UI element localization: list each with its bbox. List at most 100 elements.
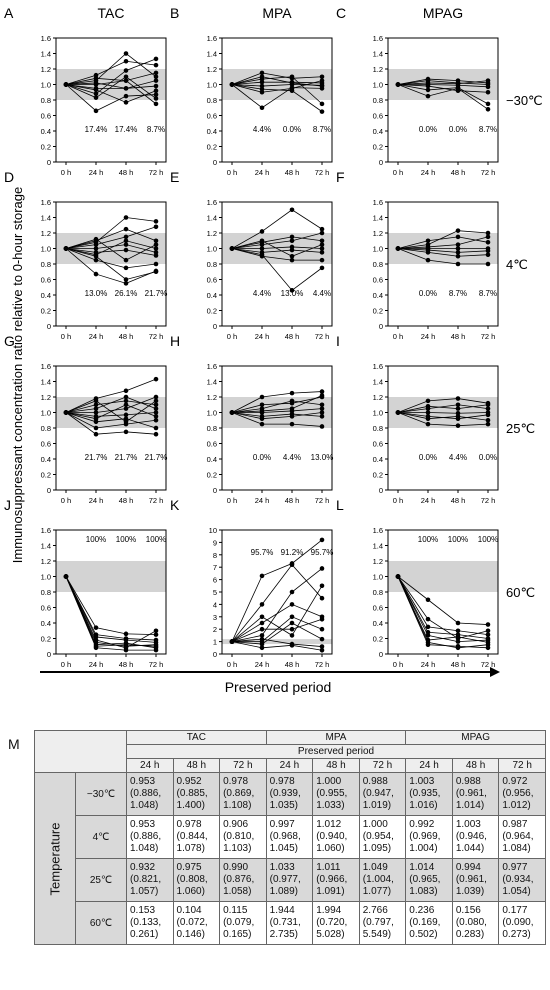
- y-tick-label: 1.0: [373, 81, 383, 90]
- table-cell: 0.997 (0.968, 1.045): [265, 815, 314, 859]
- series-line: [231, 412, 323, 417]
- data-point: [289, 207, 295, 213]
- table-row: 4℃ 0.953 (0.886, 1.048) 0.978 (0.844, 1.07…: [35, 815, 546, 859]
- data-point: [289, 602, 295, 607]
- y-tick-label: 5: [213, 588, 217, 597]
- period-header: 48 h: [451, 758, 500, 773]
- data-point: [259, 394, 265, 400]
- y-tick-label: 1.6: [207, 362, 217, 371]
- data-point: [153, 261, 159, 267]
- data-point: [289, 398, 295, 404]
- data-point: [123, 78, 129, 83]
- data-point: [455, 406, 461, 411]
- series-line: [397, 576, 489, 643]
- percent-label: 21.7%: [115, 453, 138, 462]
- data-point: [319, 101, 325, 107]
- series-line: [65, 576, 157, 636]
- y-tick-label: 0: [213, 158, 217, 167]
- data-point: [63, 246, 69, 251]
- x-tick-label: 24 h: [255, 168, 270, 177]
- table-cell: 0.978 (0.869, 1.108): [219, 772, 267, 816]
- series-line: [397, 248, 488, 265]
- x-tick-label: 0 h: [61, 660, 71, 669]
- series-line: [397, 398, 489, 413]
- data-point: [319, 410, 325, 415]
- data-point: [93, 271, 99, 277]
- data-point: [153, 83, 159, 89]
- y-tick-label: 0.8: [373, 588, 383, 597]
- series-line: [397, 576, 489, 639]
- y-tick-label: 1.2: [207, 229, 217, 238]
- series-line: [398, 84, 489, 88]
- data-point: [455, 261, 461, 267]
- data-point: [485, 240, 491, 245]
- acceptance-band: [222, 69, 332, 100]
- data-point: [153, 219, 159, 224]
- period-header: 24 h: [405, 758, 453, 773]
- x-tick-label: 72 h: [315, 332, 330, 341]
- temperature-axis-cell: Temperature: [34, 772, 76, 945]
- table-cell: 1.012 (0.940, 1.060): [312, 815, 360, 859]
- data-point: [485, 632, 491, 637]
- series-line: [397, 80, 489, 85]
- y-tick-label: 1.2: [207, 65, 217, 74]
- series-line: [398, 412, 489, 414]
- data-point: [93, 637, 99, 643]
- x-tick-label: 0 h: [393, 496, 403, 505]
- data-point: [319, 636, 325, 642]
- y-tick-label: 0.4: [41, 619, 51, 628]
- data-point: [319, 230, 325, 236]
- data-point: [123, 74, 129, 80]
- data-point: [153, 88, 159, 93]
- y-tick-label: 1.4: [373, 542, 383, 551]
- x-tick-label: 72 h: [149, 496, 164, 505]
- data-point: [455, 402, 461, 408]
- series-line: [397, 236, 489, 249]
- y-tick-label: 1.4: [41, 50, 51, 59]
- percent-label: 100%: [86, 535, 106, 544]
- y-tick-label: 7: [213, 563, 217, 572]
- percent-label: 100%: [146, 535, 166, 544]
- x-tick-label: 0 h: [61, 332, 71, 341]
- data-point: [123, 419, 129, 425]
- data-point: [259, 70, 265, 76]
- y-tick-label: 0: [47, 158, 51, 167]
- y-tick-label: 1.6: [41, 362, 51, 371]
- data-point: [93, 246, 99, 251]
- data-point: [485, 402, 491, 408]
- data-point: [123, 402, 129, 408]
- y-tick-label: 1.4: [207, 378, 217, 387]
- data-point: [319, 393, 325, 398]
- data-point: [289, 406, 295, 411]
- series-line: [65, 84, 157, 103]
- table-row: 60℃ 0.153 (0.133, 0.261) 0.104 (0.072, 0.1…: [35, 901, 546, 945]
- x-tick-label: 48 h: [119, 660, 134, 669]
- data-point: [153, 414, 159, 419]
- percent-label: 13.0%: [311, 453, 334, 462]
- y-tick-label: 0.6: [41, 440, 51, 449]
- y-tick-label: 0.4: [207, 455, 217, 464]
- data-point: [93, 236, 99, 242]
- data-point: [153, 376, 159, 382]
- data-point: [319, 242, 325, 247]
- data-point: [425, 597, 431, 603]
- y-tick-label: 1.0: [41, 81, 51, 90]
- data-point: [153, 74, 159, 80]
- series-line: [231, 539, 323, 642]
- x-tick-label: 48 h: [285, 660, 300, 669]
- data-point: [289, 620, 295, 626]
- table-cell: 0.978 (0.939, 1.035): [265, 772, 314, 816]
- arrow-head-icon: [490, 667, 500, 677]
- column-title: MPAG: [423, 5, 463, 21]
- data-point: [153, 637, 159, 643]
- data-point: [153, 398, 159, 404]
- data-point: [455, 632, 461, 637]
- data-point: [153, 224, 159, 230]
- series-line: [65, 576, 157, 647]
- period-header: 48 h: [312, 758, 360, 773]
- percent-label: 17.4%: [115, 125, 138, 134]
- y-tick-label: 0.4: [41, 127, 51, 136]
- data-point: [153, 406, 159, 411]
- y-tick-label: 1: [213, 638, 217, 647]
- table-cell: 1.014 (0.965, 1.083): [405, 858, 453, 902]
